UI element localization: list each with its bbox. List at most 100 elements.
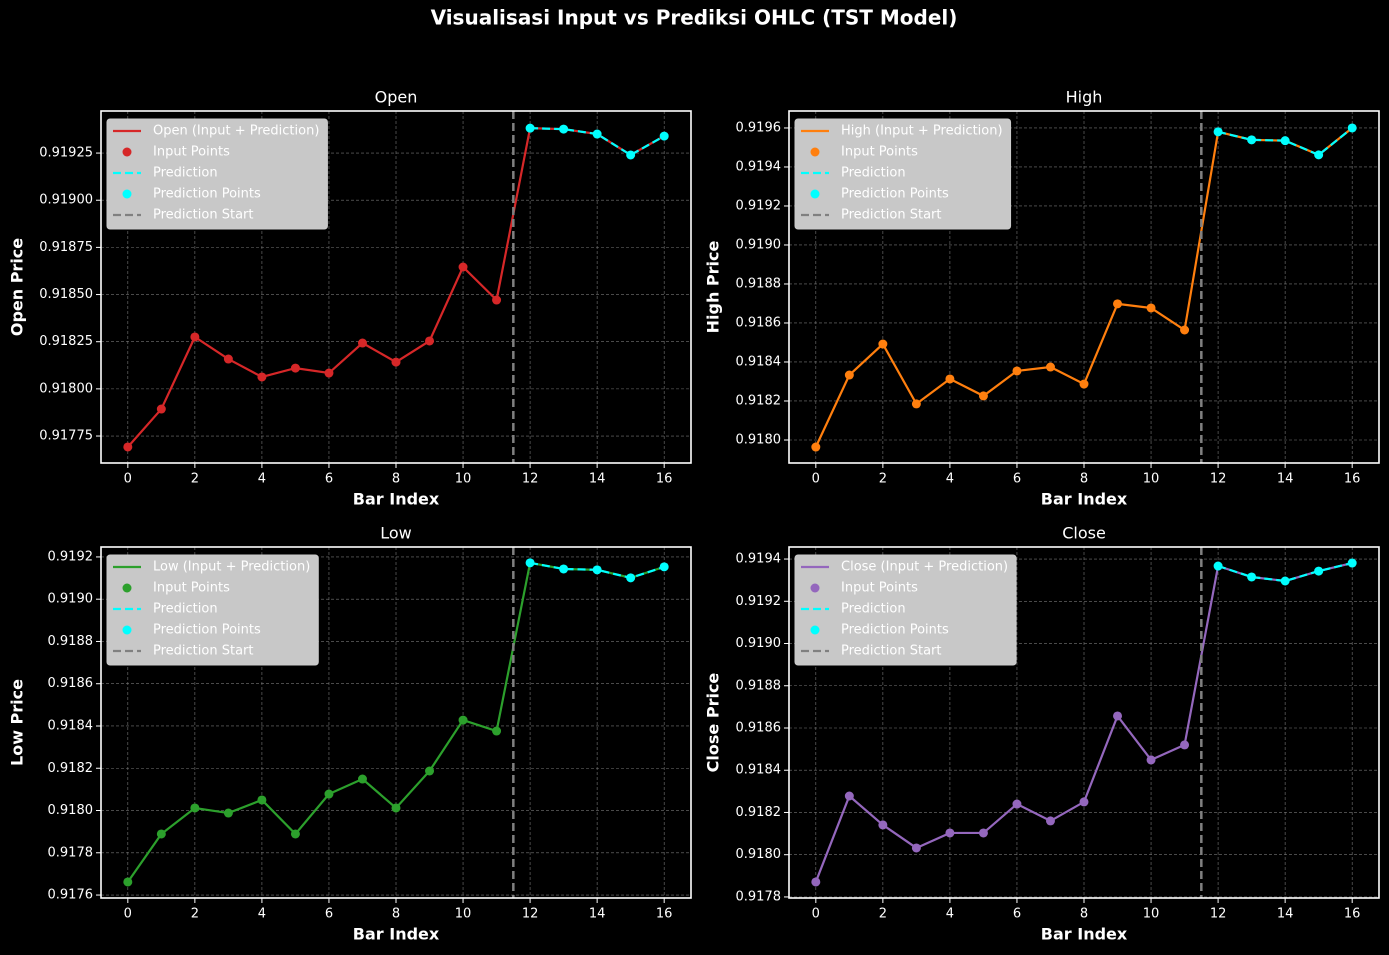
y-tick-label: 0.9178 (736, 889, 782, 904)
data-point (1247, 572, 1257, 582)
data-point (1280, 136, 1290, 146)
y-tick-label: 0.9182 (736, 805, 782, 820)
plot-frame (100, 546, 692, 899)
legend-marker (810, 625, 820, 635)
data-point (1180, 740, 1190, 750)
data-point (1247, 135, 1257, 145)
subplot-title: High (1066, 88, 1103, 107)
data-point (878, 339, 888, 349)
data-point (559, 124, 569, 134)
data-point (223, 808, 233, 818)
y-tick-label: 0.91925 (39, 146, 93, 161)
legend-label: Input Points (841, 145, 918, 160)
x-tick-label: 6 (325, 907, 333, 922)
x-tick-label: 8 (1080, 472, 1088, 487)
x-tick-label: 0 (124, 907, 132, 922)
subplot: High Bar Index High Price 0 2 4 6 8 10 12 14 16 0.91… (704, 88, 1380, 509)
legend-label: Prediction Points (153, 623, 261, 638)
x-tick-label: 6 (1013, 472, 1021, 487)
legend-label: Prediction Points (841, 623, 949, 638)
y-tick-label: 0.9184 (736, 354, 782, 369)
legend-label: Prediction Start (841, 208, 941, 223)
x-tick-label: 2 (879, 472, 887, 487)
x-tick-label: 16 (656, 907, 673, 922)
subplot-title: Low (380, 524, 412, 543)
data-point (391, 803, 401, 813)
x-tick-label: 0 (812, 472, 820, 487)
y-axis-label: High Price (704, 240, 723, 333)
subplot: Low Bar Index Low Price 0 2 4 6 8 10 12 14 16 0.9176… (8, 524, 692, 944)
y-tick-label: 0.9184 (736, 763, 782, 778)
data-point (811, 877, 821, 887)
y-tick-label: 0.9182 (736, 393, 782, 408)
y-tick-label: 0.91825 (39, 334, 93, 349)
data-point (290, 829, 300, 839)
legend-label: Low (Input + Prediction) (153, 560, 310, 575)
y-tick-label: 0.9184 (48, 718, 94, 733)
legend-label: High (Input + Prediction) (841, 124, 1003, 139)
data-point (1113, 299, 1123, 309)
legend: High (Input + Prediction) Input Points Pre… (794, 118, 1012, 230)
x-tick-label: 10 (1143, 907, 1160, 922)
data-point (223, 354, 233, 364)
legend-label: Prediction (841, 166, 906, 181)
x-tick-label: 14 (589, 472, 606, 487)
x-tick-label: 16 (656, 472, 673, 487)
legend-label: Prediction Points (841, 187, 949, 202)
data-point (659, 131, 669, 141)
y-tick-label: 0.91775 (39, 429, 93, 444)
data-point (324, 368, 334, 378)
x-tick-label: 4 (946, 907, 954, 922)
legend-label: Input Points (153, 581, 230, 596)
data-point (156, 829, 166, 839)
data-point (1180, 325, 1190, 335)
data-point (425, 766, 435, 776)
y-tick-label: 0.9192 (736, 594, 782, 609)
data-point (458, 715, 468, 725)
x-tick-label: 12 (522, 907, 539, 922)
x-tick-label: 10 (1143, 472, 1160, 487)
legend-label: Prediction (841, 602, 906, 617)
data-point (978, 391, 988, 401)
data-point (357, 338, 367, 348)
y-tick-label: 0.9192 (48, 549, 94, 564)
legend: Close (Input + Prediction) Input Points Pr… (794, 554, 1017, 666)
data-point (257, 795, 267, 805)
data-point (123, 442, 133, 452)
x-tick-label: 12 (1210, 472, 1227, 487)
data-point (425, 336, 435, 346)
plot-frame (788, 110, 1380, 464)
data-point (1213, 127, 1223, 137)
data-point (290, 363, 300, 373)
data-point (559, 564, 569, 574)
subplot-title: Open (375, 88, 418, 107)
y-tick-label: 0.9188 (736, 276, 782, 291)
y-tick-label: 0.9190 (48, 592, 94, 607)
legend: Low (Input + Prediction) Input Points Pred… (106, 554, 319, 666)
x-tick-label: 16 (1344, 472, 1361, 487)
y-tick-label: 0.9180 (736, 847, 782, 862)
legend-label: Prediction (153, 602, 218, 617)
data-point (1012, 799, 1022, 809)
x-tick-label: 6 (1013, 907, 1021, 922)
legend-label: Prediction Points (153, 187, 261, 202)
legend-label: Input Points (841, 581, 918, 596)
x-tick-label: 10 (455, 472, 472, 487)
legend-label: Close (Input + Prediction) (841, 560, 1008, 575)
legend-label: Open (Input + Prediction) (153, 124, 319, 139)
y-tick-label: 0.9190 (736, 237, 782, 252)
x-tick-label: 0 (812, 907, 820, 922)
data-point (626, 573, 636, 583)
legend-marker (122, 147, 132, 157)
legend-marker (122, 189, 132, 199)
x-tick-label: 6 (325, 472, 333, 487)
legend-label: Prediction Start (153, 644, 253, 659)
legend-label: Prediction (153, 166, 218, 181)
data-point (626, 150, 636, 160)
x-tick-label: 12 (1210, 907, 1227, 922)
data-point (878, 820, 888, 830)
x-tick-label: 4 (258, 907, 266, 922)
data-point (844, 370, 854, 380)
